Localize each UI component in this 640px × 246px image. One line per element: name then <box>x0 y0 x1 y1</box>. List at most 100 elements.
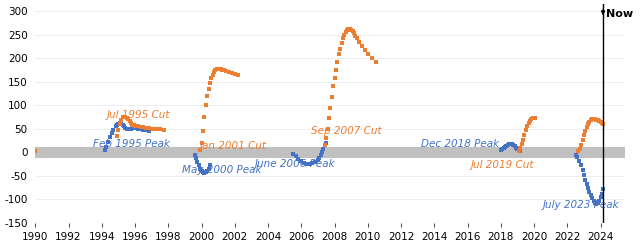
Point <box>318 147 328 151</box>
Text: Jul 2019 Cut: Jul 2019 Cut <box>471 159 534 169</box>
Point <box>144 129 154 133</box>
Point <box>212 67 222 71</box>
Point <box>586 118 596 122</box>
Point <box>339 33 349 37</box>
Text: Feb 1995 Peak: Feb 1995 Peak <box>93 139 170 149</box>
Point <box>514 149 524 153</box>
Point <box>132 127 143 131</box>
Point <box>367 56 377 60</box>
Point <box>531 116 541 120</box>
Point <box>230 72 240 76</box>
Point <box>301 162 312 166</box>
Point <box>119 124 129 128</box>
Point <box>124 127 134 131</box>
Point <box>138 128 148 132</box>
Point <box>129 123 139 127</box>
Text: June 2006 Peak: June 2006 Peak <box>255 159 335 169</box>
Point <box>155 127 165 131</box>
Point <box>206 76 216 80</box>
Point <box>323 127 333 131</box>
Point <box>583 186 593 190</box>
Point <box>213 67 223 71</box>
Point <box>514 148 524 152</box>
Point <box>224 70 234 74</box>
Point <box>127 126 138 130</box>
Point <box>524 121 534 125</box>
Point <box>337 41 347 45</box>
Point <box>307 161 317 165</box>
Point <box>210 68 220 72</box>
Point <box>310 160 320 164</box>
Point <box>120 115 131 119</box>
Point <box>115 122 125 126</box>
Point <box>519 133 529 137</box>
Point <box>124 119 134 123</box>
Point <box>349 31 359 35</box>
Point <box>129 126 139 130</box>
Point <box>134 127 145 131</box>
Point <box>588 117 598 121</box>
Point <box>522 124 532 128</box>
Point <box>103 140 113 144</box>
Point <box>195 148 205 152</box>
Point <box>588 199 598 203</box>
Point <box>511 146 521 150</box>
Point <box>342 28 352 32</box>
Point <box>355 40 365 44</box>
Point <box>593 201 603 205</box>
Point <box>116 122 126 126</box>
Point <box>205 164 215 168</box>
Point <box>343 27 353 31</box>
Point <box>335 47 345 51</box>
Point <box>217 68 227 72</box>
Point <box>593 118 603 122</box>
Point <box>512 147 522 151</box>
Point <box>584 190 595 194</box>
Point <box>204 87 214 91</box>
Point <box>205 81 215 85</box>
Text: Sep 2007 Cut: Sep 2007 Cut <box>311 126 382 136</box>
Point <box>317 150 327 154</box>
Point <box>320 143 330 147</box>
Point <box>495 148 506 152</box>
Point <box>202 94 212 98</box>
Point <box>363 52 373 56</box>
Point <box>209 70 219 74</box>
Point <box>192 160 202 164</box>
Point <box>587 196 597 200</box>
Point <box>313 158 323 162</box>
Point <box>596 192 607 196</box>
Point <box>584 120 595 124</box>
Point <box>113 122 124 126</box>
Point <box>216 67 226 71</box>
Point <box>595 196 605 200</box>
Point <box>595 120 605 124</box>
Point <box>288 152 298 156</box>
Point <box>196 141 207 145</box>
Point <box>590 201 600 205</box>
Point <box>509 144 520 148</box>
Point <box>131 126 141 130</box>
Point <box>573 149 584 153</box>
Point <box>30 149 40 153</box>
Point <box>326 95 337 99</box>
Point <box>328 84 339 88</box>
Point <box>350 34 360 38</box>
Point <box>507 142 517 146</box>
Point <box>122 116 132 120</box>
Point <box>198 129 208 133</box>
Point <box>123 127 133 131</box>
Point <box>515 149 525 153</box>
Point <box>515 146 525 150</box>
Point <box>338 36 348 40</box>
Point <box>570 153 580 157</box>
Point <box>577 138 588 142</box>
Point <box>333 52 344 56</box>
Point <box>194 164 204 168</box>
Point <box>330 76 340 80</box>
Point <box>196 169 207 173</box>
Point <box>321 136 332 140</box>
Point <box>127 123 138 126</box>
Point <box>518 138 528 141</box>
Text: July 2023 Peak: July 2023 Peak <box>542 200 619 210</box>
